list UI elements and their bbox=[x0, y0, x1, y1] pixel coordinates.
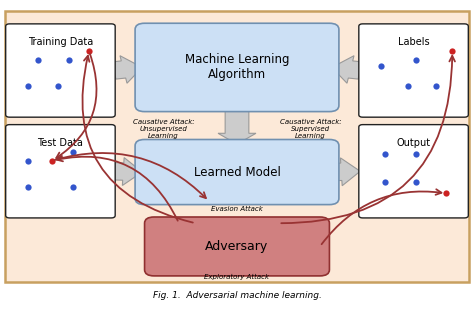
Polygon shape bbox=[218, 107, 256, 144]
Text: Adversary: Adversary bbox=[205, 240, 269, 253]
FancyBboxPatch shape bbox=[5, 11, 469, 282]
FancyBboxPatch shape bbox=[145, 217, 329, 276]
Text: Exploratory Attack: Exploratory Attack bbox=[204, 274, 270, 281]
Text: Test Data: Test Data bbox=[37, 138, 83, 148]
Polygon shape bbox=[331, 158, 360, 186]
Text: Fig. 1.  Adversarial machine learning.: Fig. 1. Adversarial machine learning. bbox=[153, 291, 321, 300]
FancyBboxPatch shape bbox=[359, 24, 468, 117]
FancyBboxPatch shape bbox=[359, 125, 468, 218]
FancyBboxPatch shape bbox=[135, 23, 339, 112]
Text: Output: Output bbox=[397, 138, 430, 148]
Text: Evasion Attack: Evasion Attack bbox=[211, 206, 263, 212]
FancyBboxPatch shape bbox=[135, 140, 339, 205]
Text: Causative Attack:
Unsupervised
Learning: Causative Attack: Unsupervised Learning bbox=[133, 119, 194, 140]
FancyBboxPatch shape bbox=[6, 24, 115, 117]
Polygon shape bbox=[111, 56, 142, 83]
Polygon shape bbox=[332, 56, 363, 83]
FancyBboxPatch shape bbox=[6, 125, 115, 218]
Polygon shape bbox=[113, 157, 142, 185]
Text: Machine Learning
Algorithm: Machine Learning Algorithm bbox=[185, 53, 289, 82]
Text: Training Data: Training Data bbox=[28, 37, 93, 47]
Text: Learned Model: Learned Model bbox=[193, 166, 281, 179]
Text: Labels: Labels bbox=[398, 37, 429, 47]
Text: Causative Attack:
Supervised
Learning: Causative Attack: Supervised Learning bbox=[280, 119, 341, 140]
